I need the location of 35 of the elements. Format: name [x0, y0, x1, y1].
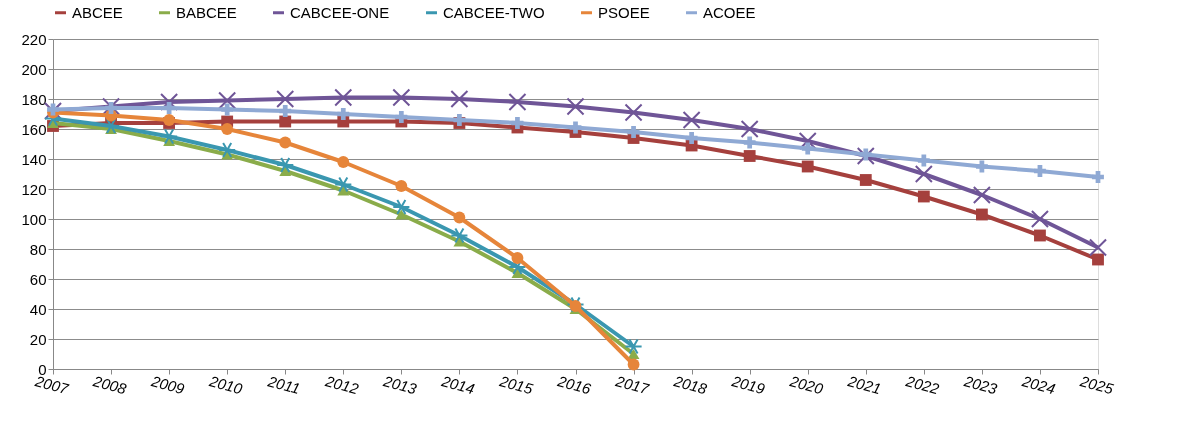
legend-label: PSOEE — [598, 3, 650, 21]
x-tick-label: 2011 — [265, 372, 302, 398]
x-tick-label: 2019 — [729, 371, 768, 398]
y-tick-label: 140 — [21, 150, 47, 168]
y-tick-label: 200 — [21, 60, 47, 78]
x-tick-label: 2009 — [148, 371, 187, 398]
y-tick-label: 60 — [29, 270, 47, 288]
x-tick-label: 2025 — [1077, 371, 1116, 398]
legend-label: CABCEE-TWO — [443, 3, 545, 21]
legend-label: BABCEE — [176, 3, 237, 21]
x-tick-label: 2008 — [90, 371, 129, 398]
x-tick-label: 2023 — [961, 371, 1000, 398]
y-tick-label: 100 — [21, 210, 47, 228]
x-tick-label: 2012 — [322, 371, 362, 398]
y-tick-label: 20 — [29, 330, 47, 348]
x-tick-label: 2022 — [903, 371, 942, 398]
x-tick-label: 2024 — [1019, 371, 1058, 398]
y-tick-label: 220 — [21, 30, 47, 48]
legend-label: ABCEE — [72, 3, 123, 21]
x-tick-label: 2013 — [380, 371, 420, 398]
x-tick-label: 2020 — [787, 371, 826, 398]
y-tick-label: 40 — [29, 300, 47, 318]
x-tick-label: 2014 — [438, 371, 477, 398]
y-tick-label: 80 — [29, 240, 47, 258]
y-tick-label: 120 — [21, 180, 47, 198]
y-tick-label: 180 — [21, 90, 47, 108]
x-tick-label: 2021 — [845, 371, 883, 398]
x-tick-label: 2017 — [613, 371, 652, 398]
x-tick-label: 2018 — [671, 371, 710, 398]
x-tick-label: 2015 — [496, 371, 536, 398]
legend-label: CABCEE-ONE — [290, 3, 390, 21]
legend-label: ACOEE — [703, 3, 756, 21]
y-tick-label: 160 — [21, 120, 47, 138]
x-tick-label: 2010 — [206, 371, 245, 398]
x-tick-label: 2016 — [555, 371, 594, 398]
